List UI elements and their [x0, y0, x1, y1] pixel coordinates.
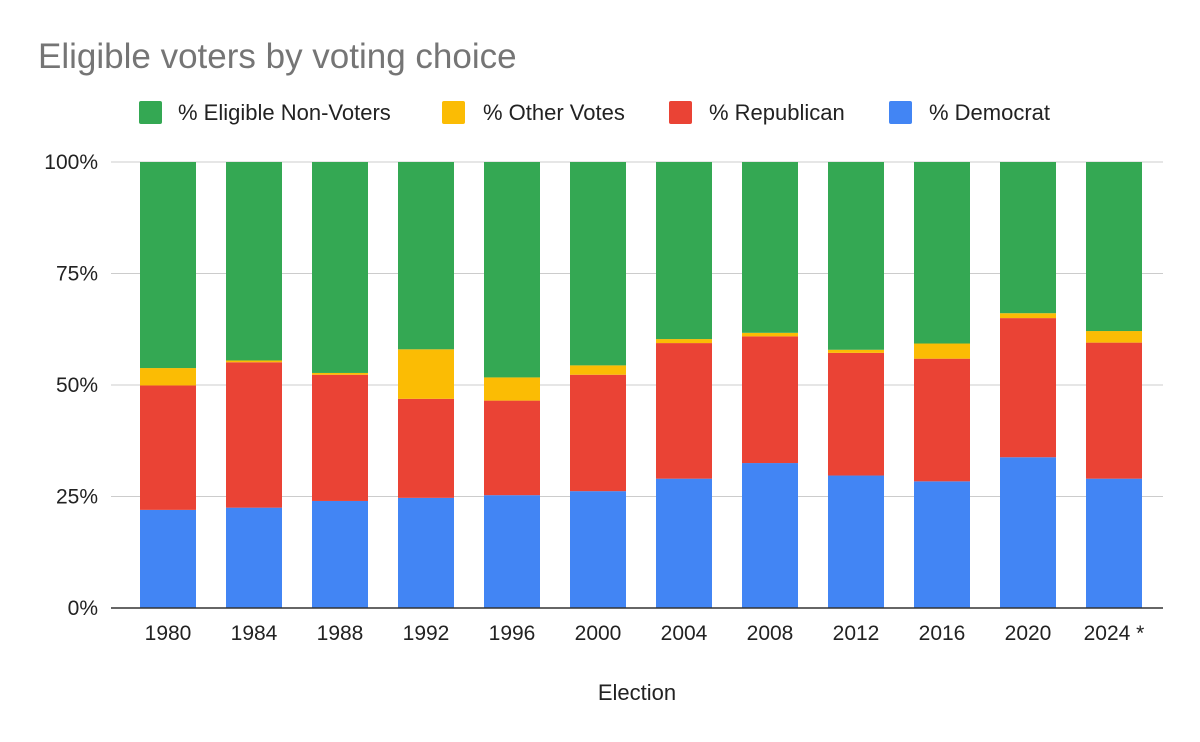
bar-democrat-1992 — [398, 497, 454, 608]
legend-swatch-other-votes — [442, 101, 465, 124]
y-tick-label: 0% — [68, 597, 98, 620]
chart-title: Eligible voters by voting choice — [38, 37, 517, 76]
x-tick-label: 2016 — [919, 622, 966, 645]
bar-other-votes-1988 — [312, 372, 368, 375]
bar-other-votes-1984 — [226, 360, 282, 363]
bar-eligible-non-voters-2012 — [828, 162, 884, 350]
legend-swatch-democrat — [889, 101, 912, 124]
bar-eligible-non-voters-2004 — [656, 162, 712, 340]
bar-stack-1996 — [484, 162, 540, 608]
x-tick-label: 2008 — [747, 622, 794, 645]
y-axis-ticks: 0% 25% 50% 75% 100% — [44, 151, 98, 620]
bar-republican-1984 — [226, 362, 282, 508]
bar-eligible-non-voters-1996 — [484, 162, 540, 378]
x-tick-label: 2012 — [833, 622, 880, 645]
bar-republican-2012 — [828, 352, 884, 476]
bar-stack-2020 — [1000, 162, 1056, 608]
bar-eligible-non-voters-1988 — [312, 162, 368, 373]
bar-stack-1988 — [312, 162, 368, 608]
bar-democrat-2024 — [1086, 478, 1142, 608]
bars — [140, 162, 1142, 608]
x-tick-label: 2020 — [1005, 622, 1052, 645]
bar-eligible-non-voters-1984 — [226, 162, 282, 361]
bar-other-votes-1992 — [398, 349, 454, 399]
x-tick-label: 2000 — [575, 622, 622, 645]
bar-stack-2024 — [1086, 162, 1142, 608]
bar-eligible-non-voters-1980 — [140, 162, 196, 369]
x-tick-label: 1988 — [317, 622, 364, 645]
legend-swatch-republican — [669, 101, 692, 124]
bar-other-votes-1980 — [140, 368, 196, 386]
bar-republican-1992 — [398, 398, 454, 498]
x-tick-label: 1996 — [489, 622, 536, 645]
bar-republican-2008 — [742, 336, 798, 464]
bar-eligible-non-voters-2000 — [570, 162, 626, 366]
bar-republican-2000 — [570, 374, 626, 492]
x-axis-ticks: 1980 1984 1988 1992 1996 2000 2004 2008 2012 2016… — [145, 622, 1145, 645]
legend: % Eligible Non-Voters % Other Votes % Re… — [139, 100, 1050, 125]
bar-republican-2020 — [1000, 318, 1056, 458]
bar-republican-2024 — [1086, 342, 1142, 479]
x-tick-label: 1992 — [403, 622, 450, 645]
y-tick-label: 100% — [44, 151, 98, 174]
bar-democrat-1980 — [140, 509, 196, 608]
bar-stack-2012 — [828, 162, 884, 608]
bar-democrat-1984 — [226, 507, 282, 608]
legend-label-other-votes: % Other Votes — [483, 100, 625, 125]
bar-democrat-1996 — [484, 495, 540, 608]
bar-stack-2000 — [570, 162, 626, 608]
bar-stack-2008 — [742, 162, 798, 608]
x-tick-label: 1980 — [145, 622, 192, 645]
x-axis-title: Election — [598, 680, 676, 705]
bar-eligible-non-voters-2024 — [1086, 162, 1142, 332]
bar-other-votes-2004 — [656, 339, 712, 344]
bar-stack-2016 — [914, 162, 970, 608]
bar-democrat-1988 — [312, 500, 368, 608]
bar-other-votes-2008 — [742, 332, 798, 337]
y-tick-label: 50% — [56, 374, 98, 397]
y-tick-label: 25% — [56, 486, 98, 509]
gridlines — [111, 161, 1163, 497]
bar-democrat-2016 — [914, 481, 970, 608]
legend-label-republican: % Republican — [709, 100, 845, 125]
x-tick-label: 2024 * — [1084, 622, 1145, 645]
bar-other-votes-1996 — [484, 377, 540, 401]
bar-republican-1980 — [140, 385, 196, 510]
bar-democrat-2004 — [656, 478, 712, 608]
bar-republican-1996 — [484, 400, 540, 496]
bar-democrat-2012 — [828, 475, 884, 608]
bar-democrat-2000 — [570, 491, 626, 608]
bar-other-votes-2000 — [570, 365, 626, 375]
bar-other-votes-2020 — [1000, 313, 1056, 319]
bar-democrat-2008 — [742, 463, 798, 608]
bar-other-votes-2016 — [914, 343, 970, 359]
legend-swatch-non-voters — [139, 101, 162, 124]
bar-eligible-non-voters-2020 — [1000, 162, 1056, 314]
bar-democrat-2020 — [1000, 457, 1056, 608]
bar-eligible-non-voters-2016 — [914, 162, 970, 344]
bar-stack-1984 — [226, 162, 282, 608]
bar-eligible-non-voters-2008 — [742, 162, 798, 333]
bar-other-votes-2024 — [1086, 331, 1142, 343]
bar-eligible-non-voters-1992 — [398, 162, 454, 350]
bar-republican-2016 — [914, 358, 970, 482]
bar-other-votes-2012 — [828, 349, 884, 353]
y-tick-label: 75% — [56, 263, 98, 286]
bar-stack-1980 — [140, 162, 196, 608]
bar-stack-1992 — [398, 162, 454, 608]
bar-republican-1988 — [312, 374, 368, 501]
bar-republican-2004 — [656, 343, 712, 479]
legend-label-democrat: % Democrat — [929, 100, 1050, 125]
x-tick-label: 1984 — [231, 622, 278, 645]
bar-stack-2004 — [656, 162, 712, 608]
legend-label-non-voters: % Eligible Non-Voters — [178, 100, 391, 125]
x-tick-label: 2004 — [661, 622, 708, 645]
